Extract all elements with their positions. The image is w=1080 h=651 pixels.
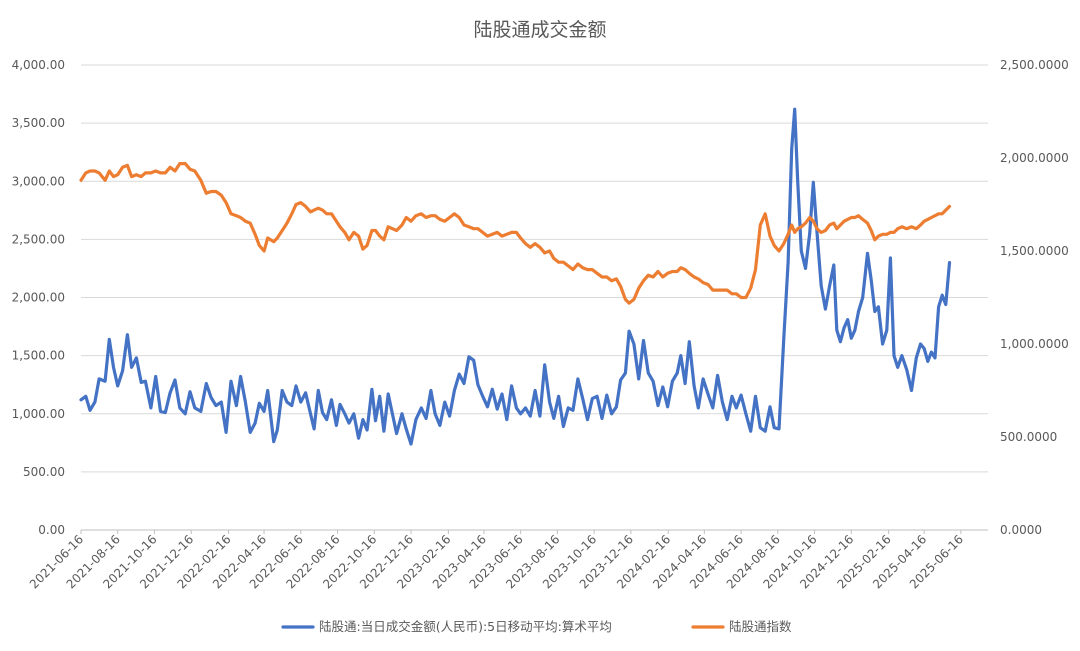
x-axis-ticks: 2021-06-162021-08-162021-10-162021-12-16… <box>27 530 966 591</box>
legend-label-index: 陆股通指数 <box>729 619 792 634</box>
y-left-tick-label: 1,000.00 <box>12 407 65 421</box>
y-left-tick-label: 500.00 <box>23 465 65 479</box>
y-left-tick-label: 0.00 <box>38 523 65 537</box>
legend: 陆股通:当日成交金额(人民币):5日移动平均:算术平均 陆股通指数 <box>281 619 792 634</box>
y-right-tick-label: 2,500.0000 <box>1000 58 1069 72</box>
series-line-turnover <box>79 107 952 446</box>
gridlines <box>81 64 988 531</box>
right-axis-ticks: 0.0000 500.0000 1,000.0000 1,500.0000 2,000.… <box>1000 58 1069 537</box>
y-left-tick-label: 2,000.00 <box>12 291 65 305</box>
y-left-tick-label: 3,500.00 <box>12 116 65 130</box>
y-right-tick-label: 1,000.0000 <box>1000 337 1069 351</box>
y-left-tick-label: 1,500.00 <box>12 349 65 363</box>
legend-label-turnover: 陆股通:当日成交金额(人民币):5日移动平均:算术平均 <box>319 619 612 634</box>
y-right-tick-label: 1,500.0000 <box>1000 244 1069 258</box>
chart-title: 陆股通成交金额 <box>473 19 606 41</box>
y-left-tick-label: 3,000.00 <box>12 174 65 188</box>
left-axis-ticks: 0.00 500.00 1,000.00 1,500.00 2,000.00 2,500.… <box>12 58 65 537</box>
series-line-index <box>79 162 952 305</box>
y-right-tick-label: 0.0000 <box>1000 523 1042 537</box>
y-right-tick-label: 2,000.0000 <box>1000 151 1069 165</box>
series-layer <box>79 107 952 446</box>
y-left-tick-label: 2,500.00 <box>12 232 65 246</box>
y-left-tick-label: 4,000.00 <box>12 58 65 72</box>
y-right-tick-label: 500.0000 <box>1000 430 1057 444</box>
